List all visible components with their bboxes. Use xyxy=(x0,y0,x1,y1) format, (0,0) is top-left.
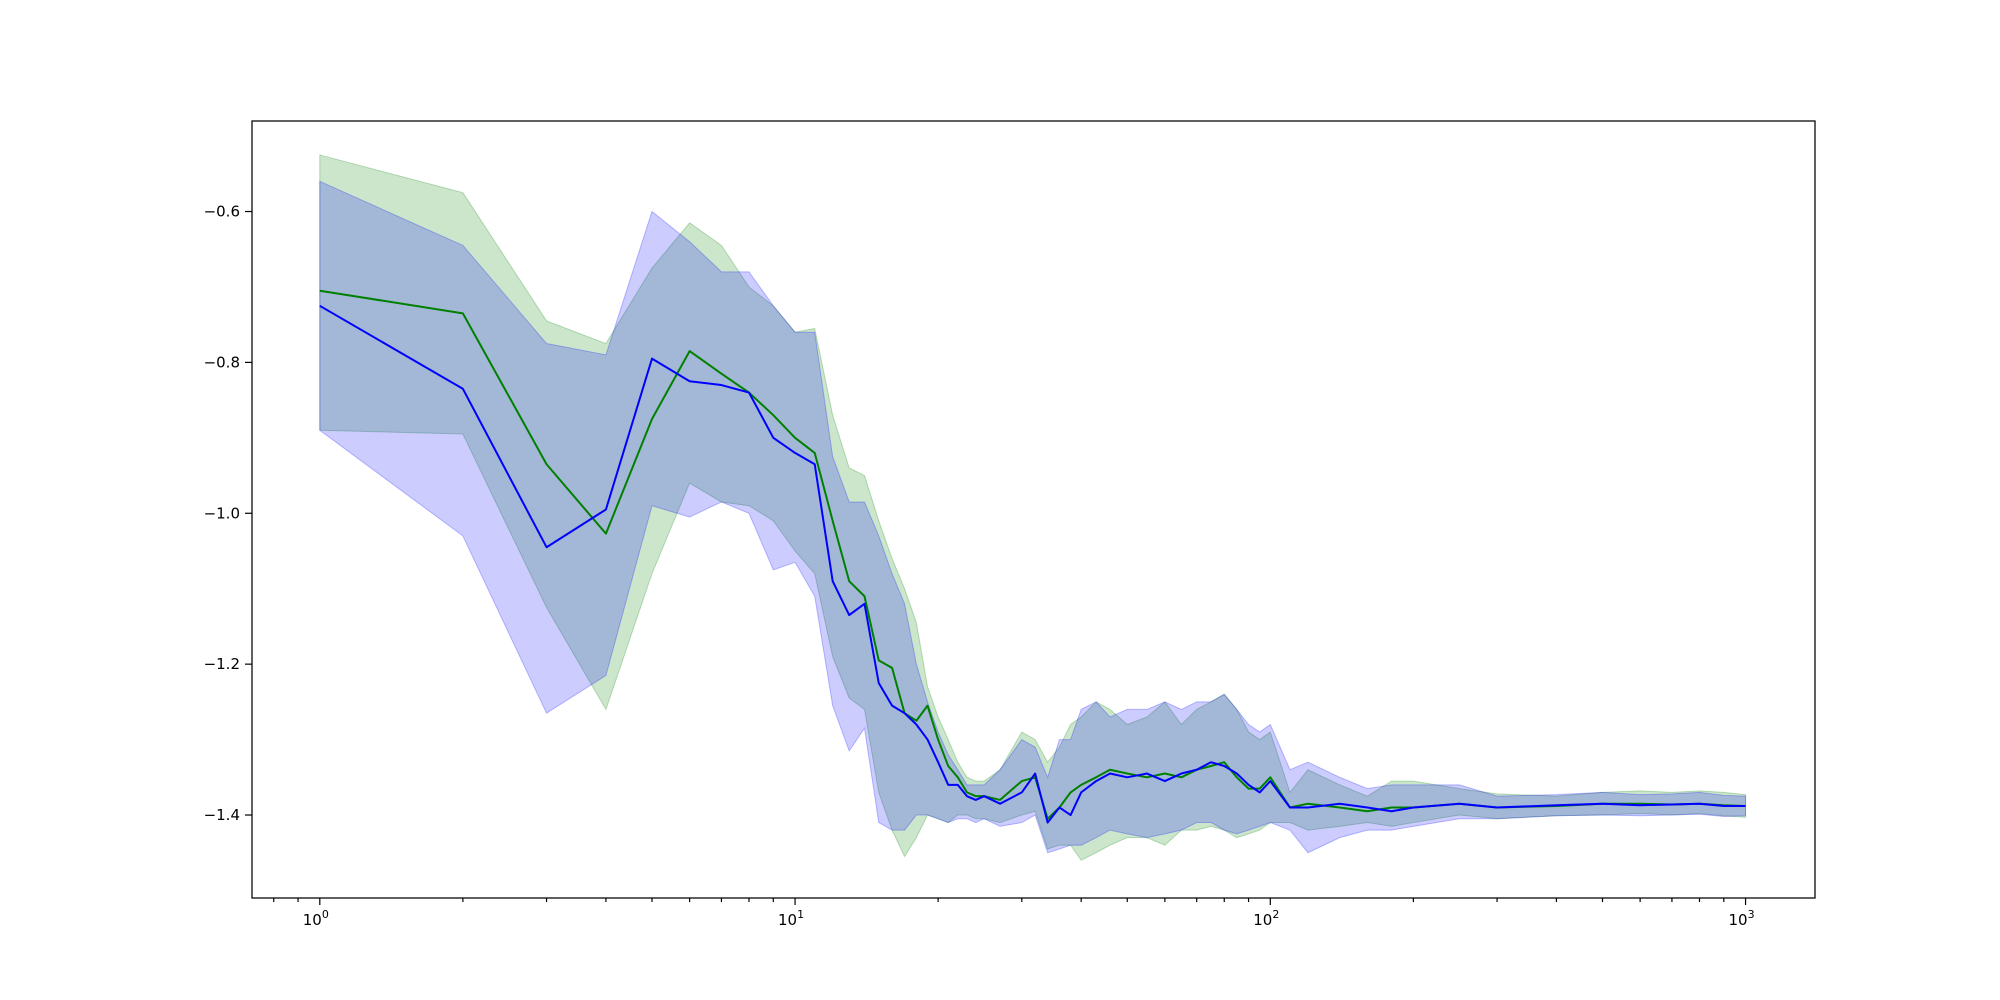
y-tick-label: −1.2 xyxy=(204,655,240,673)
series-1-line xyxy=(319,304,1746,824)
series-1-band xyxy=(319,180,1747,854)
series-0-band xyxy=(319,154,1747,861)
confidence-bands xyxy=(319,154,1747,861)
x-tick-label: 103 xyxy=(1729,908,1755,929)
y-axis-ticks: −0.6 −0.8 −1.0 −1.2 −1.4 xyxy=(204,203,252,824)
plot-frame xyxy=(251,120,1816,899)
y-tick-label: −1.0 xyxy=(204,504,240,522)
x-tick-label: 100 xyxy=(303,908,329,929)
y-tick-label: −1.4 xyxy=(204,806,240,824)
y-tick-label: −0.6 xyxy=(204,203,240,221)
y-tick-label: −0.8 xyxy=(204,353,240,371)
series-lines xyxy=(319,289,1746,824)
series-0-line xyxy=(319,289,1746,820)
x-tick-label: 101 xyxy=(778,908,804,929)
x-tick-label: 102 xyxy=(1253,908,1279,929)
x-axis-ticks: 100 101 102 103 xyxy=(273,898,1755,929)
